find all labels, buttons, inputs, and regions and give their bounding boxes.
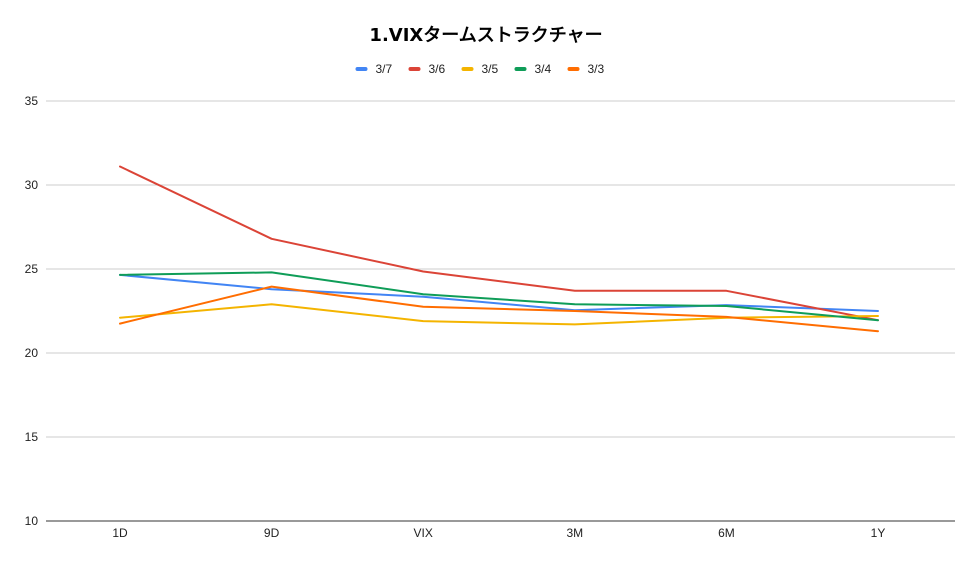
- legend-swatch: [567, 67, 580, 71]
- legend-swatch: [461, 67, 474, 71]
- legend-label: 3/3: [588, 62, 605, 76]
- y-tick-label: 20: [25, 346, 39, 360]
- legend-swatch: [514, 67, 527, 71]
- y-axis-ticks: 10 15 20 25 30 35: [25, 94, 39, 528]
- legend-label: 3/7: [376, 62, 393, 76]
- series-line-3-7: [119, 273, 879, 312]
- series-lines: [119, 165, 879, 333]
- legend-label: 3/4: [535, 62, 552, 76]
- y-tick-label: 10: [25, 514, 39, 528]
- legend-item[interactable]: 3/4: [514, 62, 552, 76]
- legend-item[interactable]: 3/7: [355, 62, 393, 76]
- legend-swatch: [408, 67, 421, 71]
- legend-item[interactable]: 3/6: [408, 62, 446, 76]
- y-tick-label: 35: [25, 94, 39, 108]
- x-tick-label: 1Y: [871, 526, 886, 540]
- x-tick-label: 6M: [718, 526, 735, 540]
- series-line-3-6: [119, 165, 879, 322]
- series-line-3-3: [119, 285, 879, 333]
- series-line-3-4: [119, 271, 879, 322]
- x-tick-label: VIX: [414, 526, 433, 540]
- legend-label: 3/6: [429, 62, 446, 76]
- y-tick-label: 15: [25, 430, 39, 444]
- x-tick-label: 3M: [566, 526, 583, 540]
- legend-item[interactable]: 3/3: [567, 62, 605, 76]
- x-axis-ticks: 1D 9D VIX 3M 6M 1Y: [112, 526, 885, 540]
- x-tick-label: 9D: [264, 526, 280, 540]
- legend: 3/7 3/6 3/5 3/4 3/3: [355, 62, 605, 76]
- legend-item[interactable]: 3/5: [461, 62, 499, 76]
- series-line-3-5: [119, 303, 879, 326]
- gridlines: [46, 100, 955, 522]
- legend-swatch: [355, 67, 368, 71]
- y-tick-label: 25: [25, 262, 39, 276]
- chart-title: 1.VIXタームストラクチャー: [369, 25, 602, 46]
- x-tick-label: 1D: [112, 526, 128, 540]
- y-tick-label: 30: [25, 178, 39, 192]
- legend-label: 3/5: [482, 62, 499, 76]
